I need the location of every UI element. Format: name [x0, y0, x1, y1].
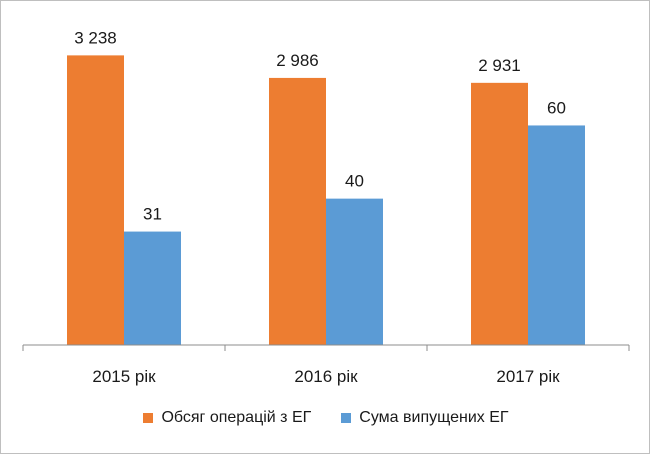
- data-label-series-1-2: 2 986: [276, 51, 319, 70]
- bar-series-2-1: [124, 231, 181, 345]
- x-tick-label-2: 2016 рік: [294, 367, 358, 386]
- bar-series-1-2: [269, 77, 326, 346]
- data-label-series-2-2: 40: [345, 172, 364, 191]
- legend-item-series-1: Обсяг операцій з ЕГ: [143, 409, 311, 427]
- legend: Обсяг операцій з ЕГ Сума випущених ЕГ: [1, 405, 650, 431]
- data-label-series-1-1: 3 238: [74, 28, 117, 47]
- legend-item-series-2: Сума випущених ЕГ: [341, 409, 509, 427]
- data-label-series-1-3: 2 931: [478, 56, 521, 75]
- data-label-series-2-1: 31: [143, 205, 162, 224]
- data-label-series-2-3: 60: [547, 98, 566, 117]
- bar-series-2-3: [528, 125, 585, 345]
- legend-swatch-series-2: [341, 413, 352, 423]
- legend-swatch-series-1: [143, 413, 154, 423]
- bar-chart: 3 238 2 986 2 931 31 40 60 2015 рік 2016 рік 201…: [22, 28, 630, 386]
- legend-label-series-1: Обсяг операцій з ЕГ: [161, 409, 312, 426]
- bar-series-1-1: [67, 55, 124, 346]
- x-tick-label-1: 2015 рік: [92, 367, 156, 386]
- bar-series-2-2: [326, 198, 383, 345]
- x-tick-label-3: 2017 рік: [496, 367, 560, 386]
- legend-label-series-2: Сума випущених ЕГ: [359, 409, 509, 426]
- bar-series-1-3: [471, 82, 528, 346]
